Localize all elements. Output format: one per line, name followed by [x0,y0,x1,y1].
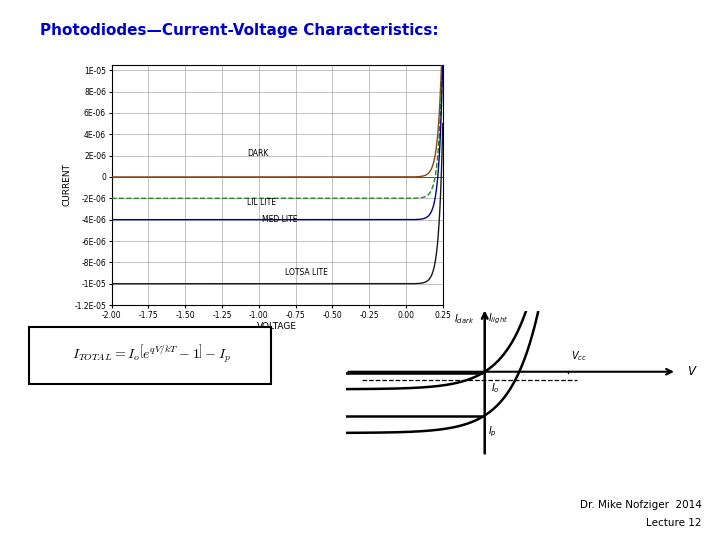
Text: $I_p$: $I_p$ [488,424,497,438]
Text: Dr. Mike Nofziger  2014: Dr. Mike Nofziger 2014 [580,500,702,510]
Y-axis label: CURRENT: CURRENT [63,164,71,206]
Text: MED LITE: MED LITE [262,215,297,224]
Text: $I_{dark}$: $I_{dark}$ [454,312,474,326]
Text: $V$: $V$ [687,365,698,378]
Text: LIL LITE: LIL LITE [247,198,276,207]
Text: $I_{TOTAL} = I_o\left[e^{qV/kT} - 1\right] - I_p$: $I_{TOTAL} = I_o\left[e^{qV/kT} - 1\righ… [72,343,230,365]
FancyBboxPatch shape [29,327,271,384]
Text: $I_{light}$: $I_{light}$ [488,312,508,326]
X-axis label: VOLTAGE: VOLTAGE [257,322,297,332]
Text: LOTSA LITE: LOTSA LITE [285,268,328,277]
Text: $V_{cc}$: $V_{cc}$ [571,349,587,363]
Text: DARK: DARK [247,148,269,158]
Text: Photodiodes—Current-Voltage Characteristics:: Photodiodes—Current-Voltage Characterist… [40,23,438,38]
Text: $I_o$: $I_o$ [491,381,500,395]
Text: Lecture 12: Lecture 12 [647,518,702,528]
